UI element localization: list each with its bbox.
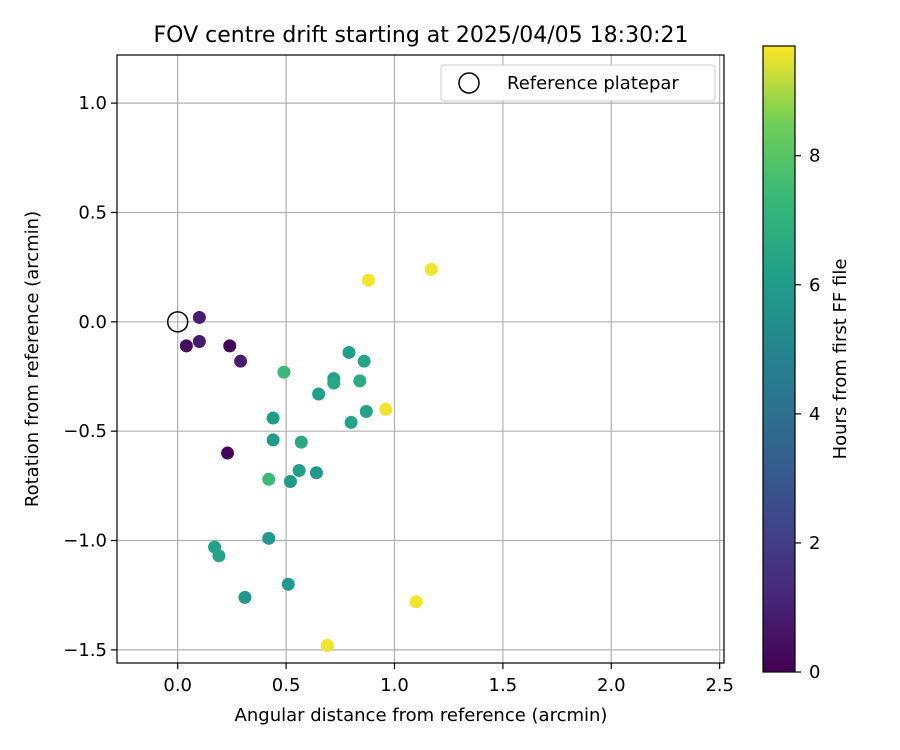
legend: Reference platepar bbox=[440, 64, 716, 102]
x-tick-label: 2.5 bbox=[705, 675, 734, 696]
data-point bbox=[353, 374, 367, 388]
x-tick-label: 2.0 bbox=[597, 675, 626, 696]
data-point bbox=[320, 639, 334, 653]
y-axis-label: Rotation from reference (arcmin) bbox=[22, 211, 43, 507]
data-points bbox=[179, 262, 438, 653]
data-point bbox=[238, 590, 252, 604]
chart-title: FOV centre drift starting at 2025/04/05 … bbox=[154, 23, 689, 48]
data-point bbox=[223, 339, 237, 353]
y-tick-label: −1.0 bbox=[63, 531, 107, 552]
data-point bbox=[266, 411, 280, 425]
data-point bbox=[309, 466, 323, 480]
data-point bbox=[234, 354, 248, 368]
legend-label: Reference platepar bbox=[507, 73, 679, 94]
x-ticks: 0.0 0.5 1.0 1.5 2.0 2.5 bbox=[163, 663, 734, 696]
data-point bbox=[409, 595, 423, 609]
data-point bbox=[192, 335, 206, 349]
x-tick-label: 1.0 bbox=[380, 675, 409, 696]
data-point bbox=[266, 433, 280, 447]
data-point bbox=[294, 435, 308, 449]
x-tick-label: 0.0 bbox=[163, 675, 192, 696]
data-point bbox=[292, 464, 306, 478]
colorbar-label: Hours from first FF file bbox=[830, 259, 851, 460]
x-tick-label: 0.5 bbox=[272, 675, 301, 696]
data-point bbox=[262, 472, 276, 486]
colorbar-tick-label: 4 bbox=[809, 404, 820, 425]
legend-box bbox=[440, 64, 716, 102]
colorbar-tick-label: 8 bbox=[809, 146, 820, 167]
y-ticks: 1.0 0.5 0.0 −0.5 −1.0 −1.5 bbox=[63, 93, 117, 661]
data-point bbox=[212, 549, 226, 563]
data-point bbox=[424, 262, 438, 276]
data-point bbox=[179, 339, 193, 353]
data-point bbox=[283, 474, 297, 488]
data-point bbox=[281, 577, 295, 591]
grid bbox=[117, 55, 724, 663]
x-axis-label: Angular distance from reference (arcmin) bbox=[235, 705, 608, 726]
data-point bbox=[327, 376, 341, 390]
data-point bbox=[361, 273, 375, 287]
colorbar-tick-label: 0 bbox=[809, 662, 820, 683]
y-tick-label: −0.5 bbox=[63, 421, 107, 442]
x-tick-label: 1.5 bbox=[489, 675, 518, 696]
colorbar-gradient bbox=[762, 45, 796, 673]
plot-frame bbox=[116, 54, 725, 664]
colorbar-tick-label: 2 bbox=[809, 533, 820, 554]
colorbar-tick-label: 6 bbox=[809, 275, 820, 296]
data-point bbox=[342, 345, 356, 359]
reference-point-marker bbox=[166, 311, 189, 333]
y-tick-label: 0.0 bbox=[78, 312, 107, 333]
data-point bbox=[359, 404, 373, 418]
data-point bbox=[379, 402, 393, 416]
data-point bbox=[277, 365, 291, 379]
y-tick-label: −1.5 bbox=[63, 640, 107, 661]
colorbar-ticks: 0 2 4 6 8 bbox=[795, 146, 820, 683]
legend-marker-open-circle bbox=[458, 72, 480, 94]
y-tick-label: 1.0 bbox=[78, 93, 107, 114]
data-point bbox=[221, 446, 235, 460]
colorbar: 0 2 4 6 8 Hours from first FF file bbox=[762, 45, 851, 683]
data-point bbox=[312, 387, 326, 401]
data-point bbox=[344, 415, 358, 429]
data-point bbox=[262, 531, 276, 545]
data-point bbox=[192, 310, 206, 324]
data-point bbox=[357, 354, 371, 368]
y-tick-label: 0.5 bbox=[78, 202, 107, 223]
